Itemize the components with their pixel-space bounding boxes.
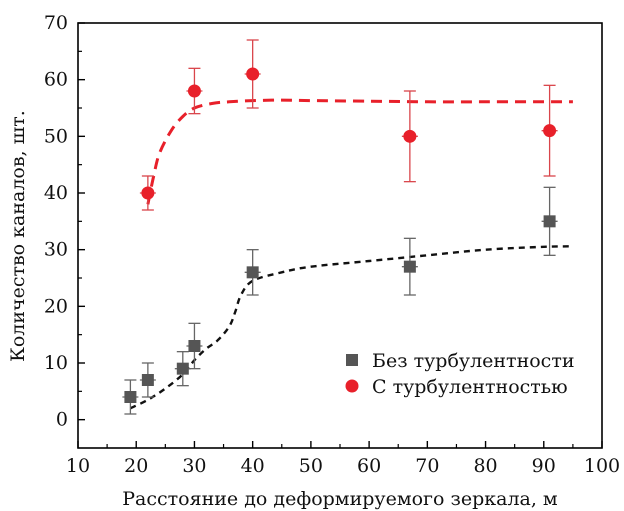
data-point-square bbox=[246, 266, 259, 279]
x-tick-label: 90 bbox=[532, 455, 556, 477]
x-tick-label: 100 bbox=[584, 455, 620, 477]
x-tick-label: 60 bbox=[357, 455, 381, 477]
legend-label-turbulence: С турбулентностью bbox=[372, 376, 568, 398]
x-tick-label: 20 bbox=[124, 455, 148, 477]
y-tick-label: 60 bbox=[44, 69, 68, 91]
x-axis-title: Расстояние до деформируемого зеркала, м bbox=[122, 488, 558, 510]
y-tick-label: 0 bbox=[56, 409, 68, 431]
data-point-square bbox=[403, 260, 416, 273]
data-point-square bbox=[141, 374, 154, 386]
x-tick-label: 50 bbox=[299, 455, 323, 477]
legend-marker-circle bbox=[345, 379, 359, 393]
fit-curves bbox=[129, 98, 573, 410]
data-point-circle bbox=[187, 84, 201, 98]
y-tick-label: 50 bbox=[44, 125, 68, 147]
data-point-circle bbox=[403, 129, 417, 143]
x-tick-label: 10 bbox=[66, 455, 90, 477]
x-tick-label: 80 bbox=[473, 455, 497, 477]
data-point-square bbox=[188, 340, 201, 352]
ticks: 10 20 30 40 50 60 70 80 90 100 0 10 20 30 40 50 60 70 bbox=[44, 12, 620, 477]
y-tick-label: 30 bbox=[44, 239, 68, 261]
y-tick-label: 70 bbox=[44, 12, 68, 34]
y-axis-title: Количество каналов, шт. bbox=[7, 110, 29, 362]
data-point-circle bbox=[543, 124, 557, 138]
legend-marker-square bbox=[346, 354, 358, 366]
data-point-circle bbox=[246, 67, 260, 81]
x-tick-label: 40 bbox=[241, 455, 265, 477]
y-tick-label: 10 bbox=[44, 352, 68, 374]
data-markers bbox=[124, 67, 557, 403]
y-tick-label: 40 bbox=[44, 182, 68, 204]
data-point-circle bbox=[141, 186, 155, 200]
x-tick-label: 70 bbox=[415, 455, 439, 477]
x-tick-label: 30 bbox=[182, 455, 206, 477]
data-point-square bbox=[176, 362, 189, 375]
legend: Без турбулентности С турбулентностью bbox=[345, 350, 575, 398]
data-point-square bbox=[124, 391, 137, 403]
legend-label-no-turbulence: Без турбулентности bbox=[372, 350, 575, 372]
fit-curve-with-turbulence bbox=[146, 98, 573, 205]
data-point-square bbox=[543, 215, 556, 228]
fit-curve-no-turbulence bbox=[129, 245, 573, 410]
y-tick-label: 20 bbox=[44, 295, 68, 317]
